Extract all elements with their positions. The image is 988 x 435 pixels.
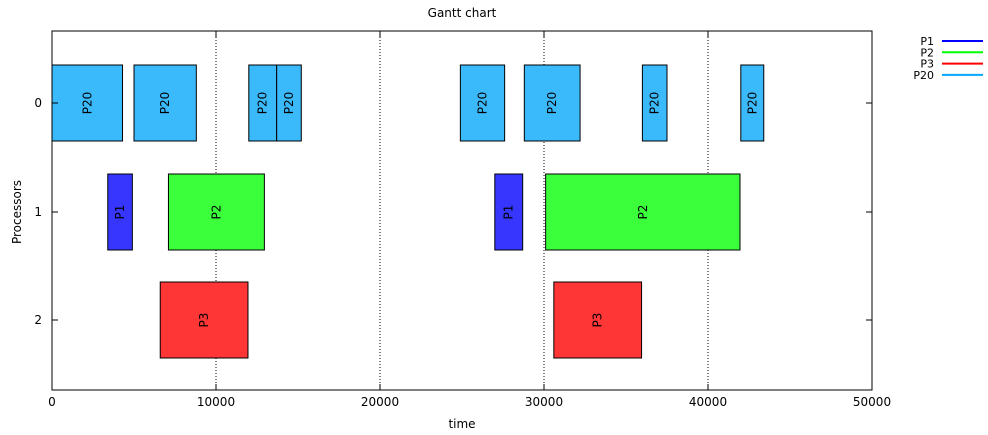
x-tick-label: 30000	[525, 395, 563, 409]
task-bar	[641, 64, 668, 142]
x-tick-label: 50000	[853, 395, 891, 409]
task-label: P1	[502, 205, 516, 220]
task-bar	[523, 64, 581, 142]
x-tick-label: 0	[48, 395, 56, 409]
task-bar	[276, 64, 302, 142]
x-tick-label: 40000	[689, 395, 727, 409]
task-label: P20	[476, 92, 490, 115]
task-label: P20	[80, 92, 94, 115]
task-bar	[51, 64, 124, 142]
y-tick-label: 2	[34, 313, 42, 327]
plot-frame	[51, 30, 873, 391]
task-label: P2	[209, 205, 223, 220]
y-axis-label: Processors	[10, 180, 24, 244]
task-label: P20	[256, 92, 270, 115]
task-label: P20	[282, 92, 296, 115]
task-label: P20	[158, 92, 172, 115]
axis-ticks: 0 10000 20000 30000 40000 50000 0 1 2	[34, 31, 891, 409]
x-tick-label: 20000	[361, 395, 399, 409]
task-bar	[167, 173, 265, 251]
y-tick-label: 1	[34, 205, 42, 219]
x-tick-label: 10000	[197, 395, 235, 409]
legend-label: P2	[920, 46, 934, 59]
task-bar	[459, 64, 506, 142]
task-bars: P20 P20 P20 P20 P20 P20 P20 P20 P1 P2 P1 P2 P3 P3	[51, 64, 765, 359]
task-bar	[553, 281, 643, 359]
task-label: P1	[113, 205, 127, 220]
legend-label: P3	[920, 58, 934, 71]
task-bar	[248, 64, 278, 142]
task-bar	[740, 64, 765, 142]
task-bar	[494, 173, 524, 251]
task-bar	[159, 281, 249, 359]
task-label: P3	[591, 313, 605, 328]
y-tick-label: 0	[34, 96, 42, 110]
task-label: P3	[197, 313, 211, 328]
task-bar	[545, 173, 741, 251]
legend-label: P1	[920, 35, 934, 48]
task-label: P20	[648, 92, 662, 115]
task-bar	[133, 64, 197, 142]
x-axis-label: time	[448, 417, 475, 431]
chart-title: Gantt chart	[428, 6, 497, 20]
task-bar	[107, 173, 133, 251]
task-label: P2	[636, 205, 650, 220]
legend-label: P20	[913, 69, 934, 82]
task-label: P20	[545, 92, 559, 115]
task-label: P20	[745, 92, 759, 115]
